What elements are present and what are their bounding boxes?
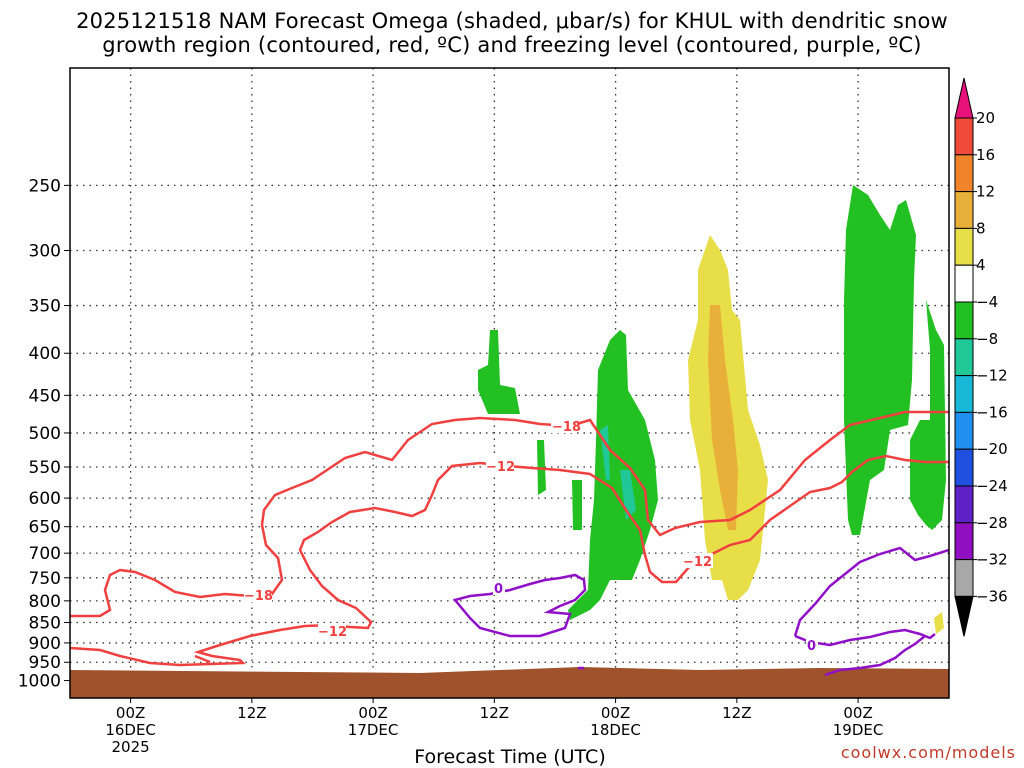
omega-region-green-d bbox=[568, 330, 658, 620]
y-tick-label: 850 bbox=[29, 614, 61, 634]
colorbar-segment bbox=[954, 559, 974, 597]
colorbar-segment bbox=[954, 227, 974, 266]
y-tick-label: 600 bbox=[29, 489, 61, 509]
x-axis-label: Forecast Time (UTC) bbox=[414, 746, 605, 768]
y-tick-label: 750 bbox=[29, 569, 61, 589]
colorbar-top-arrow bbox=[954, 77, 974, 119]
chart-title-line-2: growth region (contoured, red, ºC) and f… bbox=[102, 33, 922, 57]
x-tick-label: 12Z bbox=[722, 704, 751, 722]
colorbar: 20 16 12 8 4 −4 −8 −12 −16 −20 −24 −28 −32 −36 bbox=[954, 77, 1008, 637]
colorbar-segment bbox=[954, 117, 974, 156]
freezing-contour-b bbox=[793, 546, 949, 637]
colorbar-label: −20 bbox=[976, 440, 1008, 458]
colorbar-label: −24 bbox=[976, 477, 1008, 495]
plot-border bbox=[69, 67, 950, 699]
omega-region-green-f bbox=[910, 300, 946, 530]
colorbar-label: 20 bbox=[976, 109, 995, 127]
y-tick-label: 450 bbox=[29, 386, 61, 406]
y-tick-label: 350 bbox=[29, 297, 61, 317]
x-tick-label: 12Z bbox=[480, 704, 509, 722]
colorbar-label: 4 bbox=[976, 256, 986, 274]
omega-region-yellow-b bbox=[934, 612, 944, 634]
contour-label-dgz-d: −12 bbox=[318, 625, 347, 640]
colorbar-segment bbox=[954, 338, 974, 377]
x-tick-label: 00Z bbox=[601, 704, 630, 722]
y-tick-label: 400 bbox=[29, 344, 61, 364]
omega-region-green-a bbox=[478, 330, 520, 414]
y-axis: 2503003504004505005506006507007508008509… bbox=[18, 176, 70, 692]
contour-label-dgz-a: −18 bbox=[552, 420, 581, 435]
x-tick-label: 18DEC bbox=[590, 721, 641, 739]
colorbar-label: −28 bbox=[976, 514, 1008, 532]
colorbar-label: −36 bbox=[976, 587, 1008, 605]
colorbar-segment bbox=[954, 301, 974, 340]
dgz-contour-minus12 bbox=[70, 454, 949, 667]
plot-area: −18 −12 −18 −12 −12 0 0 250 300 350 400 450 5… bbox=[18, 67, 950, 756]
x-tick-label: 17DEC bbox=[348, 721, 399, 739]
contour-label-group: −18 −12 −18 −12 −12 0 0 bbox=[244, 418, 818, 654]
x-tick-label: 19DEC bbox=[833, 721, 884, 739]
colorbar-bottom-arrow bbox=[954, 595, 974, 637]
plot-background bbox=[70, 68, 949, 698]
colorbar-label: 8 bbox=[976, 219, 986, 237]
dgz-contours bbox=[70, 410, 949, 667]
colorbar-label: 12 bbox=[976, 183, 995, 201]
y-tick-label: 250 bbox=[29, 176, 61, 196]
y-tick-label: 550 bbox=[29, 458, 61, 478]
y-tick-label: 1000 bbox=[18, 672, 61, 692]
colorbar-segment bbox=[954, 485, 974, 524]
contour-label-dgz-b: −12 bbox=[486, 460, 515, 475]
y-tick-label: 500 bbox=[29, 424, 61, 444]
omega-shading bbox=[478, 185, 946, 634]
y-tick-label: 300 bbox=[29, 241, 61, 261]
colorbar-label: −32 bbox=[976, 551, 1008, 569]
dgz-contour-minus18-outer bbox=[70, 410, 949, 618]
y-tick-label: 650 bbox=[29, 518, 61, 538]
x-tick-label: 16DEC bbox=[105, 721, 156, 739]
omega-region-green-c bbox=[572, 480, 582, 530]
chart-title-line-1: 2025121518 NAM Forecast Omega (shaded, μ… bbox=[76, 9, 948, 33]
colorbar-label: −4 bbox=[976, 293, 998, 311]
y-tick-label: 700 bbox=[29, 544, 61, 564]
x-tick-label: 00Z bbox=[843, 704, 872, 722]
dgz-contour-minus18-inner bbox=[194, 654, 211, 664]
contour-label-dgz-c: −18 bbox=[244, 589, 273, 604]
x-tick-label: 12Z bbox=[237, 704, 266, 722]
freezing-contour-a bbox=[452, 573, 587, 638]
colorbar-label: 16 bbox=[976, 146, 995, 164]
y-tick-label: 900 bbox=[29, 634, 61, 654]
x-tick-label: 00Z bbox=[358, 704, 387, 722]
x-tick-label: 2025 bbox=[112, 738, 150, 756]
omega-region-teal-b bbox=[620, 470, 636, 520]
y-tick-label: 950 bbox=[29, 653, 61, 673]
colorbar-label: −16 bbox=[976, 403, 1008, 421]
contour-label-dgz-e: −12 bbox=[683, 555, 712, 570]
colorbar-segment bbox=[954, 522, 974, 561]
colorbar-segment bbox=[954, 264, 974, 303]
grid-lines bbox=[70, 68, 949, 698]
y-tick-label: 800 bbox=[29, 592, 61, 612]
contour-label-freezing-b: 0 bbox=[807, 639, 816, 654]
colorbar-segment bbox=[954, 448, 974, 487]
source-credit: coolwx.com/models bbox=[840, 743, 1016, 762]
contour-label-freezing-a: 0 bbox=[494, 582, 503, 597]
colorbar-segment bbox=[954, 154, 974, 193]
colorbar-segment bbox=[954, 375, 974, 413]
omega-region-green-e bbox=[844, 185, 916, 535]
x-tick-label: 00Z bbox=[116, 704, 145, 722]
freezing-contours bbox=[452, 546, 949, 677]
ground-surface bbox=[70, 667, 949, 698]
colorbar-label: −12 bbox=[976, 367, 1008, 385]
colorbar-segment bbox=[954, 411, 974, 450]
freezing-contour-d bbox=[824, 635, 926, 677]
colorbar-label: −8 bbox=[976, 330, 998, 348]
colorbar-segment bbox=[954, 191, 974, 229]
omega-region-orange bbox=[708, 305, 738, 530]
